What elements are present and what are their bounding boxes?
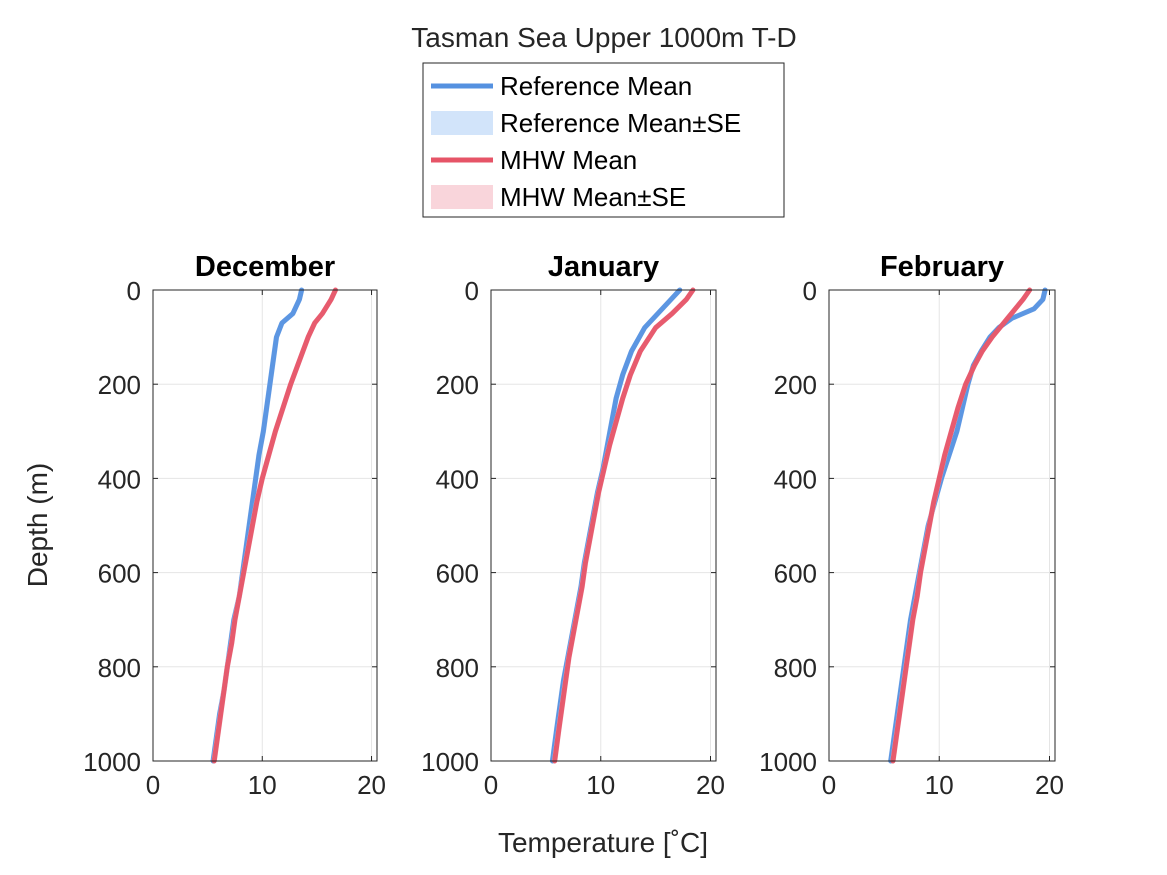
x-tick-label: 0 — [146, 770, 160, 800]
y-tick-label: 0 — [127, 276, 141, 306]
x-tick-label: 10 — [925, 770, 954, 800]
y-axis-label: Depth (m) — [22, 463, 53, 587]
panel-title: February — [880, 251, 1004, 283]
figure-title: Tasman Sea Upper 1000m T-D — [411, 22, 796, 53]
y-tick-label: 400 — [774, 464, 817, 494]
y-tick-label: 400 — [436, 464, 479, 494]
y-tick-label: 0 — [465, 276, 479, 306]
legend-label-reference-se: Reference Mean±SE — [500, 108, 741, 138]
panel-title: December — [195, 251, 335, 283]
axes-box — [490, 289, 717, 762]
legend-label-mhw-se: MHW Mean±SE — [500, 182, 686, 212]
x-axis-label: Temperature [˚C] — [498, 827, 708, 858]
y-tick-label: 800 — [436, 653, 479, 683]
axes-box — [152, 289, 378, 762]
series-line-mhw — [211, 287, 338, 764]
x-tick-label: 0 — [484, 770, 498, 800]
legend-label-mhw-mean: MHW Mean — [500, 145, 637, 175]
se-band-mhw — [551, 290, 696, 761]
series-line-reference — [888, 287, 1048, 764]
y-tick-label: 200 — [774, 370, 817, 400]
x-tick-label: 20 — [1035, 770, 1064, 800]
y-tick-label: 200 — [98, 370, 141, 400]
legend-swatch-mhw-se — [431, 185, 493, 209]
se-band-reference — [549, 290, 683, 761]
y-tick-label: 600 — [436, 559, 479, 589]
y-tick-label: 200 — [436, 370, 479, 400]
y-tick-label: 1000 — [759, 747, 817, 777]
legend-swatch-reference-se — [431, 111, 493, 135]
series-line-reference — [549, 287, 683, 764]
y-tick-label: 400 — [98, 464, 141, 494]
x-tick-label: 0 — [822, 770, 836, 800]
x-tick-label: 20 — [357, 770, 386, 800]
series-line-mhw — [890, 287, 1033, 764]
x-tick-label: 20 — [696, 770, 725, 800]
se-band-mhw — [890, 290, 1033, 761]
axes-box — [828, 289, 1056, 762]
y-tick-label: 800 — [774, 653, 817, 683]
legend: Reference Mean Reference Mean±SE MHW Mea… — [422, 62, 785, 218]
y-tick-label: 1000 — [421, 747, 479, 777]
y-tick-label: 1000 — [83, 747, 141, 777]
series-line-mhw — [552, 287, 696, 764]
y-tick-label: 600 — [98, 559, 141, 589]
panel-title: January — [548, 251, 659, 283]
x-tick-label: 10 — [248, 770, 277, 800]
y-tick-label: 800 — [98, 653, 141, 683]
se-band-reference — [887, 290, 1048, 761]
x-tick-label: 10 — [586, 770, 615, 800]
y-tick-label: 0 — [803, 276, 817, 306]
y-tick-label: 600 — [774, 559, 817, 589]
legend-label-reference-mean: Reference Mean — [500, 71, 692, 101]
